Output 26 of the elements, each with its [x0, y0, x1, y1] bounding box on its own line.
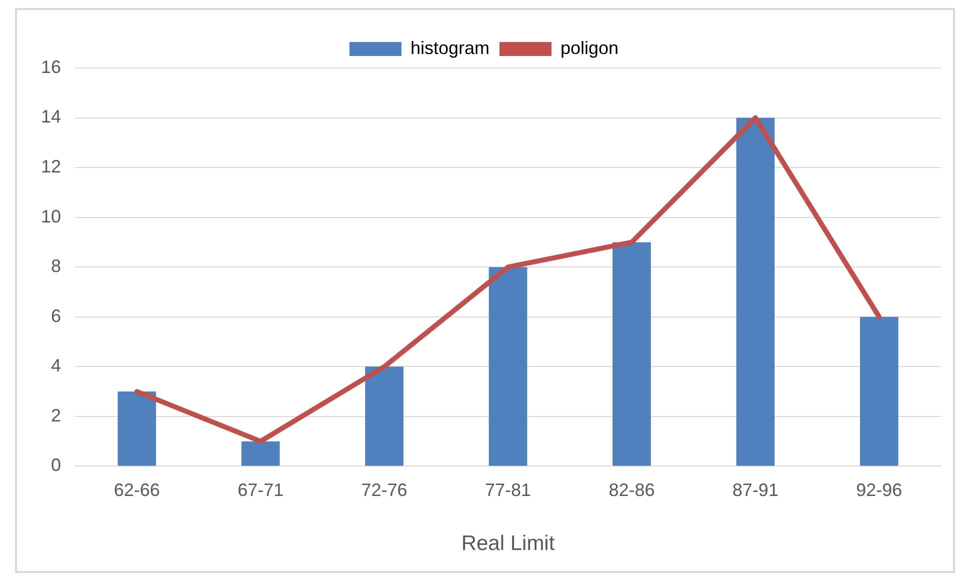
y-tick-label: 14 — [40, 106, 62, 127]
x-tick-label: 62-66 — [114, 480, 160, 500]
y-tick-label: 4 — [51, 356, 62, 376]
y-tick-label: 2 — [51, 405, 62, 426]
bar — [860, 316, 898, 466]
y-tick-label: 16 — [40, 56, 62, 77]
x-tick-label: 77-81 — [484, 480, 532, 500]
bar — [365, 366, 404, 466]
bar — [118, 392, 156, 466]
y-tick-label: 10 — [40, 206, 62, 226]
bar — [488, 267, 528, 466]
x-tick-label: 67-71 — [238, 480, 284, 500]
y-tick-label: 8 — [51, 256, 62, 276]
bar — [241, 441, 280, 466]
x-tick-label: 72-76 — [361, 480, 408, 500]
y-tick-label: 0 — [51, 455, 62, 476]
y-tick-label: 12 — [40, 156, 62, 177]
bar — [736, 118, 775, 466]
y-tick-label: 6 — [51, 306, 62, 326]
x-tick-label: 87-91 — [732, 480, 778, 500]
x-tick-label: 92-96 — [856, 480, 902, 500]
x-axis-title: Real Limit — [461, 532, 555, 556]
bar — [612, 242, 651, 466]
legend-label: poligon — [560, 38, 619, 58]
legend-label: histogram — [410, 38, 490, 58]
x-tick-label: 82-86 — [608, 480, 655, 500]
